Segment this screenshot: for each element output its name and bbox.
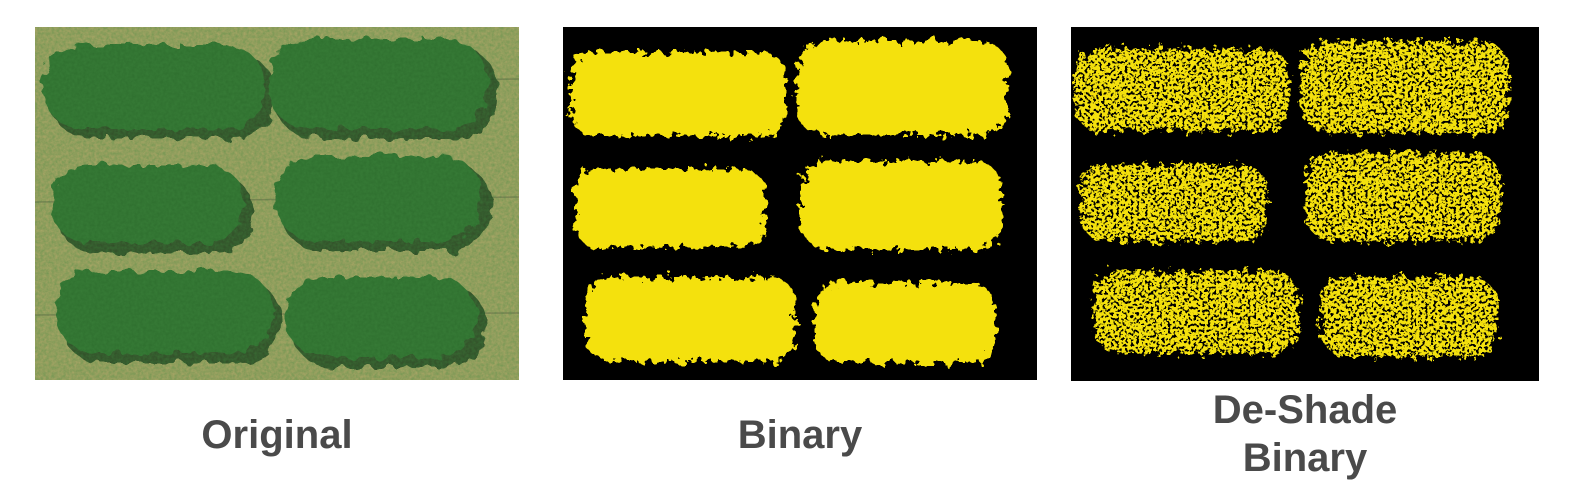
- caption-deshade-line-1: De-Shade: [1212, 388, 1398, 432]
- binary-mask: [563, 27, 1037, 380]
- deshade-binary-image: [1071, 27, 1539, 381]
- caption-binary: Binary: [737, 413, 863, 457]
- binary-image: [563, 27, 1037, 380]
- original-image: [35, 27, 519, 380]
- caption-original: Original: [201, 413, 353, 457]
- original-photo: [35, 27, 519, 380]
- deshade-binary-mask: [1071, 27, 1539, 381]
- caption-deshade-binary: De-Shade Binary: [1071, 386, 1539, 482]
- caption-deshade-line-2: Binary: [1242, 436, 1368, 480]
